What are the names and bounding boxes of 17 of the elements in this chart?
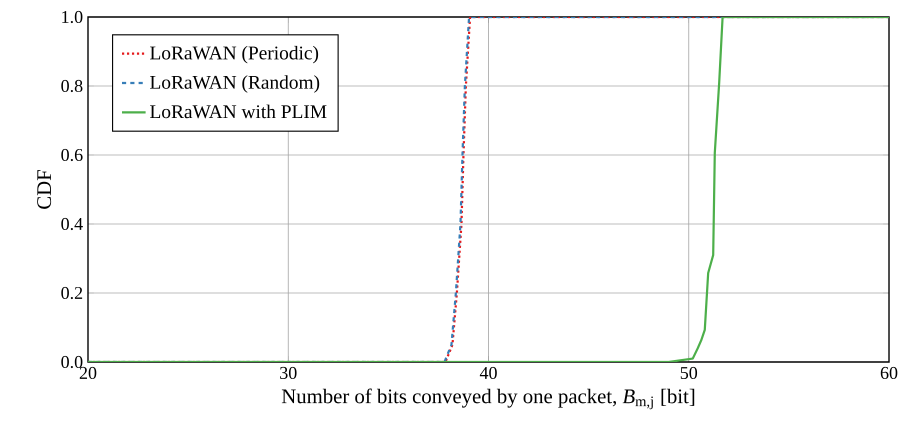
x-axis-title: Number of bits conveyed by one packet, B$_{m,j}$ [bit]	[282, 388, 694, 410]
y-tick-label: 1.0	[62, 10, 82, 24]
legend-label: LoRaWAN with PLIM	[150, 104, 326, 118]
y-tick-label: 0.8	[61, 80, 82, 92]
x-tick-label: 30	[280, 366, 297, 380]
x-tick-label: 40	[480, 366, 497, 380]
y-tick-label: 0.4	[61, 218, 83, 230]
y-tick-label: 0.2	[61, 286, 82, 300]
y-tick-label: 0.6	[61, 148, 83, 162]
y-tick-label: 0.0	[61, 356, 82, 368]
x-tick-label: 60	[880, 366, 898, 380]
legend-label: LoRaWAN (Random)	[150, 75, 320, 93]
x-tick-label: 50	[680, 366, 698, 380]
x-tick-label: 20	[80, 366, 96, 380]
y-axis-title: CDF	[37, 170, 52, 209]
legend-label: LoRaWAN (Periodic)	[150, 46, 318, 64]
line-series	[88, 17, 890, 362]
